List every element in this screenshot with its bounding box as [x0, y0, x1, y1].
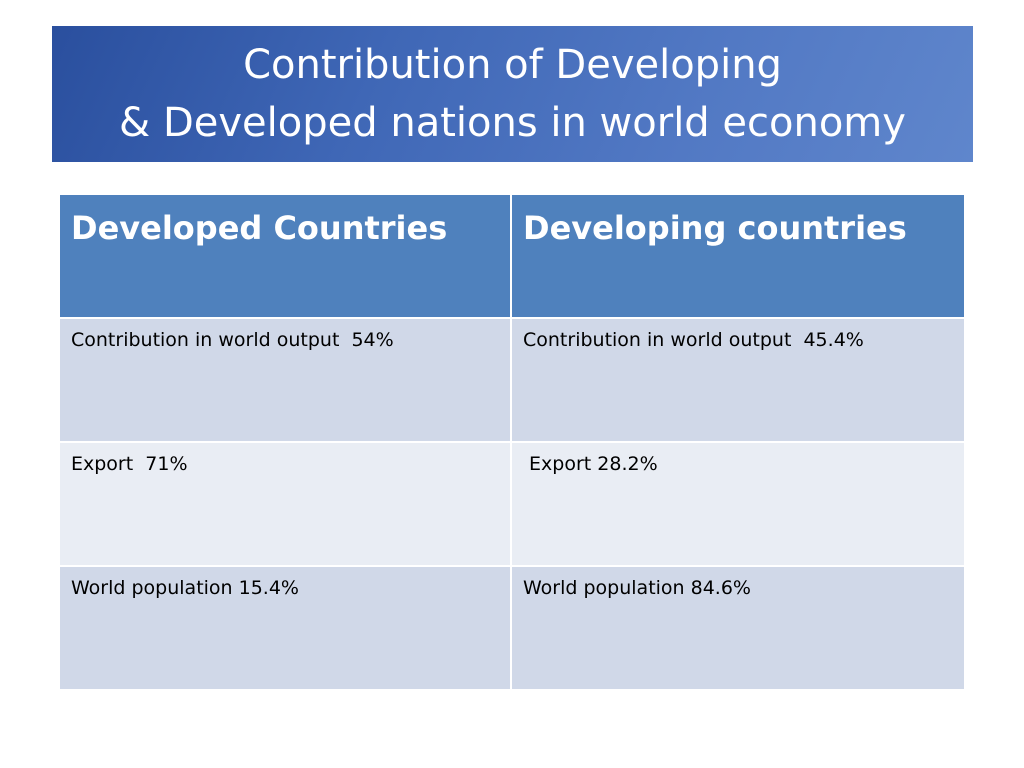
- cell-developed-population: World population 15.4%: [60, 567, 512, 691]
- slide-title-line-2: & Developed nations in world economy: [119, 100, 906, 146]
- cell-developing-world-output: Contribution in world output 45.4%: [512, 319, 964, 443]
- table-header-row: Developed Countries Developing countries: [60, 195, 964, 319]
- table-row: World population 15.4% World population …: [60, 567, 964, 691]
- table-row: Contribution in world output 54% Contrib…: [60, 319, 964, 443]
- title-banner: Contribution of Developing & Developed n…: [52, 26, 973, 162]
- slide-title-line-1: Contribution of Developing: [243, 42, 782, 88]
- cell-developed-export: Export 71%: [60, 443, 512, 567]
- cell-developing-export: Export 28.2%: [512, 443, 964, 567]
- cell-developing-population: World population 84.6%: [512, 567, 964, 691]
- header-developed-countries: Developed Countries: [60, 195, 512, 319]
- comparison-table: Developed Countries Developing countries…: [60, 195, 964, 691]
- cell-developed-world-output: Contribution in world output 54%: [60, 319, 512, 443]
- table-row: Export 71% Export 28.2%: [60, 443, 964, 567]
- header-developing-countries: Developing countries: [512, 195, 964, 319]
